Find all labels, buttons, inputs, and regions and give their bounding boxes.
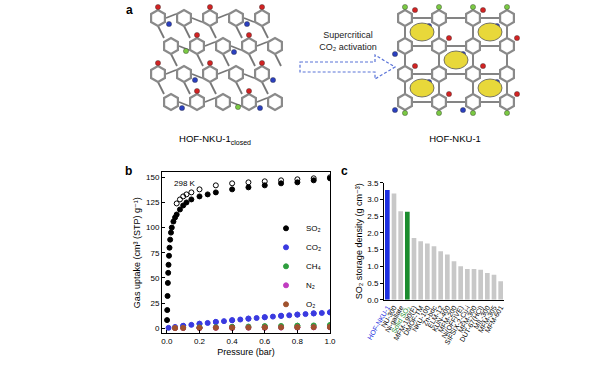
svg-text:50: 50 bbox=[150, 274, 159, 283]
svg-text:0.4: 0.4 bbox=[227, 337, 239, 346]
svg-text:HOF-NKU-1: HOF-NKU-1 bbox=[366, 304, 391, 341]
svg-text:NU-300: NU-300 bbox=[380, 304, 398, 328]
svg-text:1.0: 1.0 bbox=[324, 337, 336, 346]
svg-text:MFM-300: MFM-300 bbox=[457, 304, 478, 334]
svg-text:DMOF-TM: DMOF-TM bbox=[402, 304, 425, 336]
svg-text:2.0: 2.0 bbox=[367, 229, 379, 238]
svg-text:CH₄: CH₄ bbox=[306, 262, 321, 271]
svg-text:c: c bbox=[341, 164, 348, 178]
svg-text:150: 150 bbox=[146, 173, 160, 182]
svg-text:KUN-400: KUN-400 bbox=[431, 304, 452, 333]
svg-text:0.8: 0.8 bbox=[292, 337, 304, 346]
svg-text:3.0: 3.0 bbox=[367, 195, 379, 204]
svg-text:Solid SO₂: Solid SO₂ bbox=[390, 304, 411, 334]
svg-text:100: 100 bbox=[146, 223, 160, 232]
svg-text:1.0: 1.0 bbox=[367, 262, 379, 271]
svg-text:Pressure (bar): Pressure (bar) bbox=[217, 347, 275, 357]
svg-text:MIL-300: MIL-300 bbox=[472, 304, 491, 330]
svg-text:0.6: 0.6 bbox=[259, 337, 271, 346]
svg-text:HOF-NKU-1: HOF-NKU-1 bbox=[429, 133, 481, 144]
svg-text:NKU-100: NKU-100 bbox=[411, 304, 432, 333]
svg-text:MFM-305: MFM-305 bbox=[477, 304, 498, 334]
svg-text:CO₂ activation: CO₂ activation bbox=[319, 42, 377, 52]
svg-text:0.0: 0.0 bbox=[367, 296, 379, 305]
svg-text:a: a bbox=[126, 3, 133, 17]
svg-text:0: 0 bbox=[155, 324, 160, 333]
svg-text:Zn-bdc: Zn-bdc bbox=[421, 304, 438, 327]
svg-text:SO₂: SO₂ bbox=[306, 224, 321, 233]
svg-text:SIFSIX-2-Cu-i: SIFSIX-2-Cu-i bbox=[443, 304, 471, 346]
svg-text:MFM-601: MFM-601 bbox=[484, 304, 505, 334]
svg-text:MFM-200: MFM-200 bbox=[437, 304, 458, 334]
svg-text:298 K: 298 K bbox=[174, 179, 196, 188]
svg-text:MFM-190(F): MFM-190(F) bbox=[392, 304, 418, 342]
svg-text:125: 125 bbox=[146, 198, 160, 207]
svg-text:DUT-67(HCl): DUT-67(HCl) bbox=[458, 304, 485, 343]
svg-text:N₂: N₂ bbox=[306, 281, 315, 290]
svg-text:Supercritical: Supercritical bbox=[323, 30, 373, 40]
svg-text:1.5: 1.5 bbox=[367, 245, 379, 254]
svg-text:b: b bbox=[125, 164, 132, 178]
svg-text:3.5: 3.5 bbox=[367, 179, 379, 188]
svg-text:O₂: O₂ bbox=[306, 300, 315, 309]
svg-text:Ni(OFFIVE): Ni(OFFIVE) bbox=[440, 304, 465, 340]
svg-text:Gas uptake (cm³ (STP) g⁻¹): Gas uptake (cm³ (STP) g⁻¹) bbox=[132, 197, 142, 308]
svg-text:75: 75 bbox=[150, 249, 159, 258]
svg-text:Ni-gallate: Ni-gallate bbox=[384, 304, 406, 334]
svg-text:SO₂ storage density (g cm⁻³): SO₂ storage density (g cm⁻³) bbox=[354, 183, 364, 299]
svg-text:0.0: 0.0 bbox=[161, 337, 173, 346]
svg-text:0.2: 0.2 bbox=[194, 337, 206, 346]
svg-text:2.5: 2.5 bbox=[367, 212, 379, 221]
svg-text:ELM-12: ELM-12 bbox=[426, 304, 444, 329]
svg-text:CO₂: CO₂ bbox=[306, 243, 321, 252]
svg-text:HOF-NKU-1closed: HOF-NKU-1closed bbox=[179, 133, 251, 146]
svg-text:0.5: 0.5 bbox=[367, 279, 379, 288]
svg-text:25: 25 bbox=[150, 299, 159, 308]
